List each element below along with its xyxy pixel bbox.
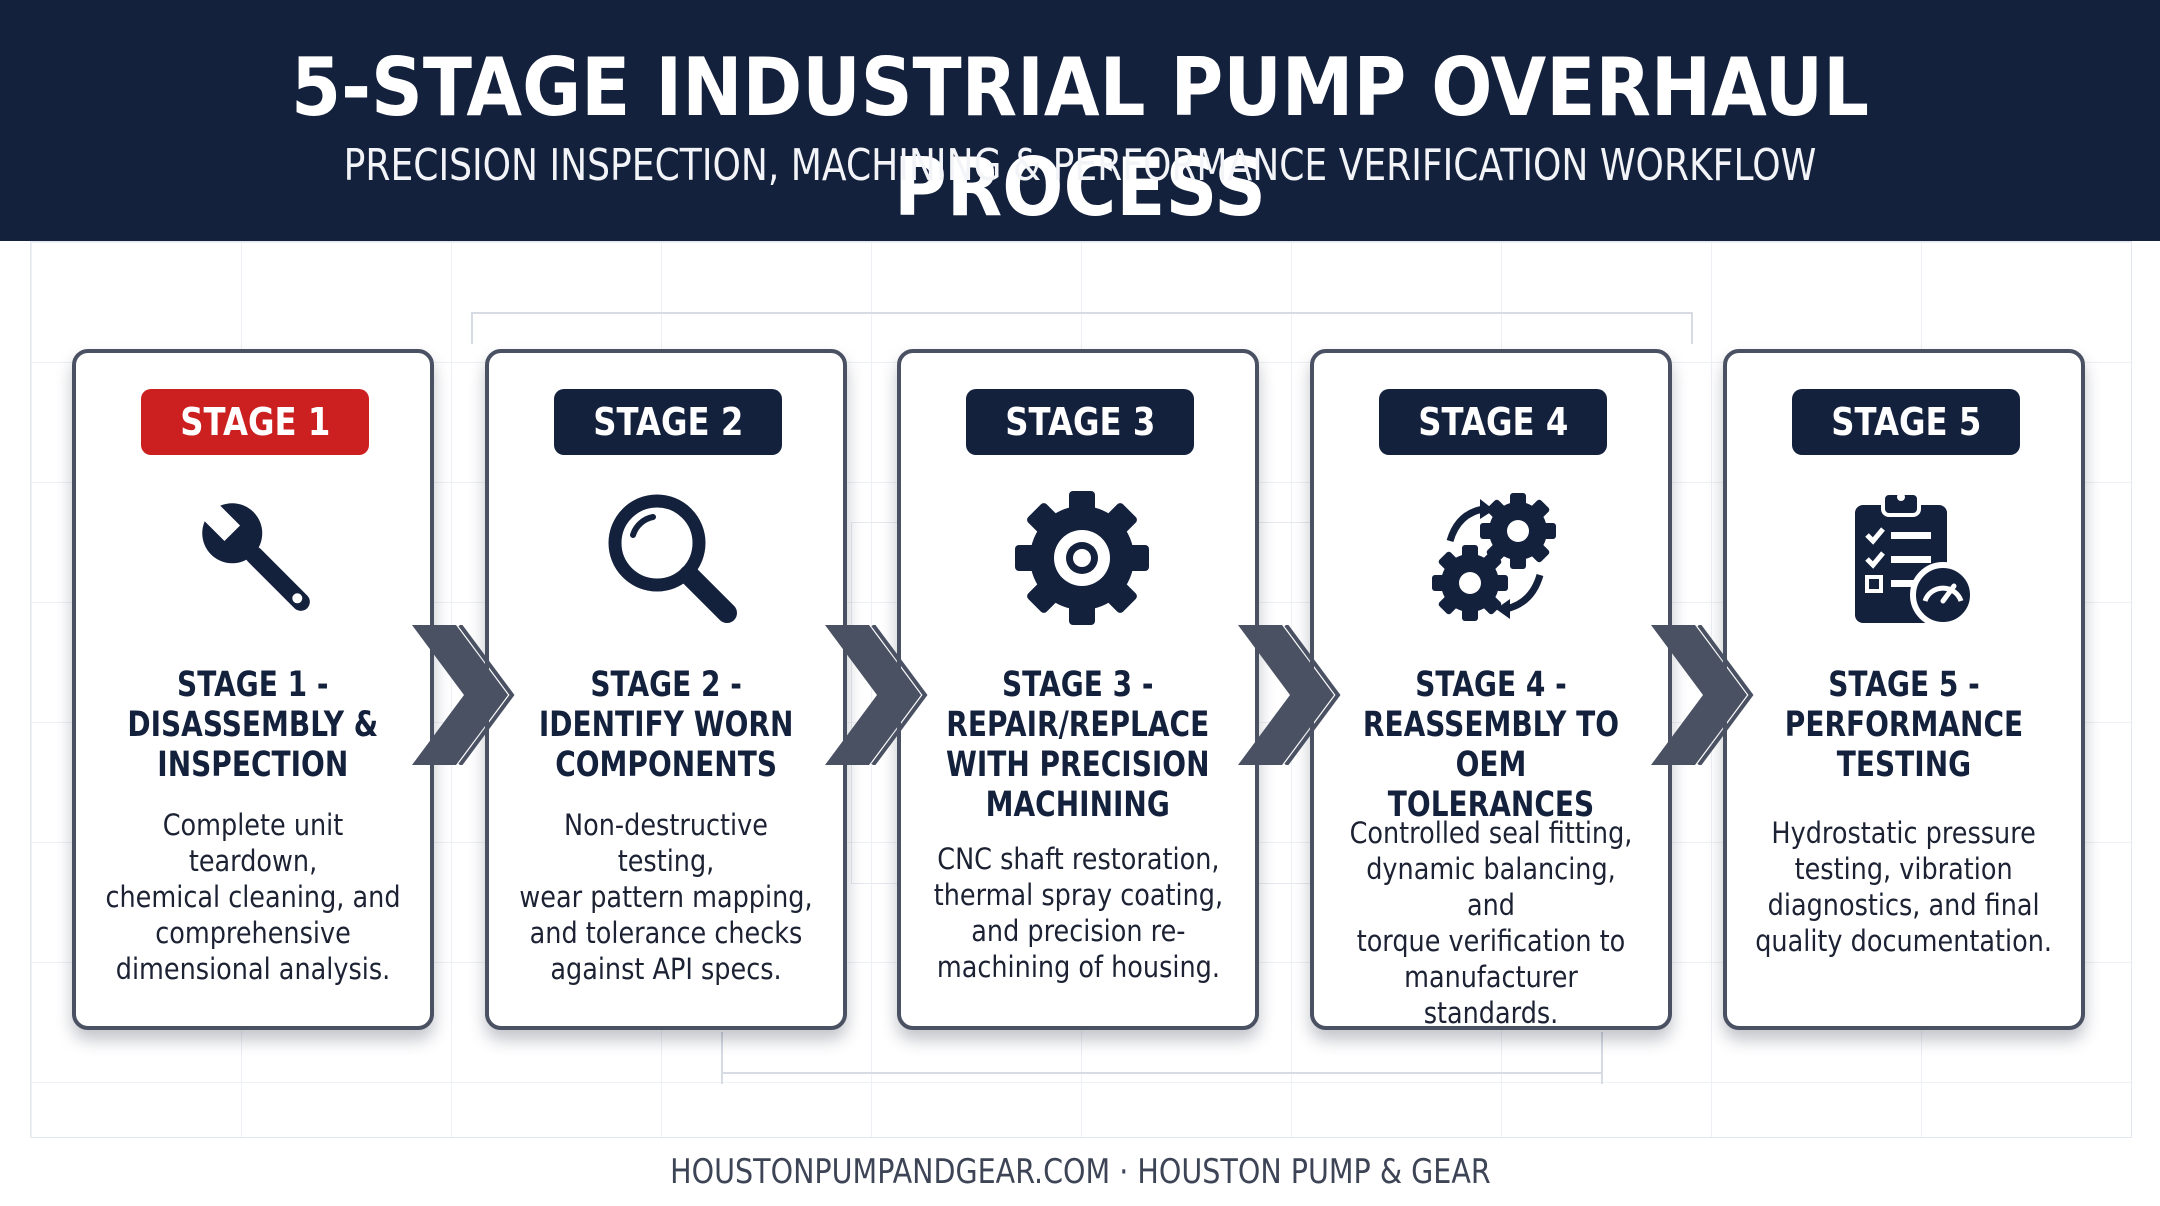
magnifying-glass-icon <box>595 483 745 633</box>
clipboard-gauge-icon <box>1833 483 1983 633</box>
stage-title-text: STAGE 5 - PERFORMANCE TESTING <box>1784 665 2024 785</box>
stage-badge-label: STAGE 4 <box>1417 400 1569 444</box>
blueprint-line <box>721 1072 1603 1074</box>
stage-badge: STAGE 5 <box>1792 389 2020 455</box>
stage-description: Complete unit teardown, chemical cleanin… <box>84 807 422 987</box>
stage-title: STAGE 3 - REPAIR/REPLACE WITH PRECISION … <box>911 665 1245 825</box>
blueprint-line <box>1601 1032 1603 1084</box>
stage-title-text: STAGE 3 - REPAIR/REPLACE WITH PRECISION … <box>946 665 1210 825</box>
chevron-right-icon <box>1238 625 1342 765</box>
stage-description-text: Controlled seal fitting, dynamic balanci… <box>1349 816 1633 1030</box>
stage-badge: STAGE 4 <box>1379 389 1607 455</box>
blueprint-line <box>1691 312 1693 344</box>
stage-description: Hydrostatic pressure testing, vibration … <box>1735 815 2073 959</box>
page-subtitle: PRECISION INSPECTION, MACHINING & PERFOR… <box>343 140 1817 191</box>
chevron-right-icon <box>1651 625 1755 765</box>
page-title: 5-STAGE INDUSTRIAL PUMP OVERHAUL PROCESS <box>290 41 1870 234</box>
stage-title: STAGE 4 - REASSEMBLY TO OEM TOLERANCES <box>1324 665 1658 825</box>
stage-description: CNC shaft restoration, thermal spray coa… <box>909 841 1247 985</box>
stage-badge: STAGE 1 <box>141 389 369 455</box>
stage-badge-label: STAGE 3 <box>1004 400 1156 444</box>
stage-badge-label: STAGE 5 <box>1830 400 1982 444</box>
stage-badge-label: STAGE 2 <box>592 400 744 444</box>
footer-credit: HOUSTONPUMPANDGEAR.COM · HOUSTON PUMP & … <box>0 1150 2160 1194</box>
stage-description-text: Non-destructive testing, wear pattern ma… <box>519 808 813 986</box>
stage-description-text: Hydrostatic pressure testing, vibration … <box>1755 816 2053 958</box>
stage-description: Controlled seal fitting, dynamic balanci… <box>1322 815 1660 1031</box>
stage-title: STAGE 1 - DISASSEMBLY & INSPECTION <box>86 665 420 785</box>
stage-card-1: STAGE 1 STAGE 1 - DISASSEMBLY & INSPECTI… <box>72 349 434 1030</box>
stage-description: Non-destructive testing, wear pattern ma… <box>497 807 835 987</box>
stage-badge: STAGE 2 <box>554 389 782 455</box>
blueprint-line <box>471 312 473 344</box>
stage-title-text: STAGE 2 - IDENTIFY WORN COMPONENTS <box>538 665 794 785</box>
stage-description-text: Complete unit teardown, chemical cleanin… <box>105 808 401 986</box>
stage-badge-label: STAGE 1 <box>179 400 331 444</box>
chevron-right-icon <box>825 625 929 765</box>
blueprint-line <box>471 312 1693 314</box>
stage-card-2: STAGE 2 STAGE 2 - IDENTIFY WORN COMPONEN… <box>485 349 847 1030</box>
footer-credit-text: HOUSTONPUMPANDGEAR.COM · HOUSTON PUMP & … <box>669 1152 1491 1192</box>
stage-card-4: STAGE 4 <box>1310 349 1672 1030</box>
gear-icon <box>1007 483 1157 633</box>
stage-title-text: STAGE 4 - REASSEMBLY TO OEM TOLERANCES <box>1362 665 1620 825</box>
stage-card-3: STAGE 3 STAGE 3 - REPAIR/REPLACE WITH PR… <box>897 349 1259 1030</box>
stage-card-5: STAGE 5 STAGE 5 - PERFORMANCE TESTING Hy… <box>1723 349 2085 1030</box>
stage-title: STAGE 2 - IDENTIFY WORN COMPONENTS <box>499 665 833 785</box>
stage-title: STAGE 5 - PERFORMANCE TESTING <box>1737 665 2071 785</box>
header-banner: 5-STAGE INDUSTRIAL PUMP OVERHAUL PROCESS… <box>0 0 2160 241</box>
stage-description-text: CNC shaft restoration, thermal spray coa… <box>933 842 1223 984</box>
stage-badge: STAGE 3 <box>966 389 1194 455</box>
stage-title-text: STAGE 1 - DISASSEMBLY & INSPECTION <box>127 665 379 785</box>
gears-cycle-icon <box>1420 483 1570 633</box>
chevron-right-icon <box>412 625 516 765</box>
wrench-icon <box>182 483 332 633</box>
blueprint-line <box>721 1032 723 1084</box>
